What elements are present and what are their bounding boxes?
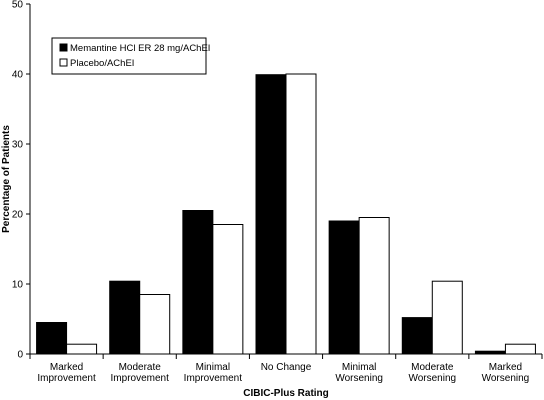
x-tick-label: No Change xyxy=(261,362,312,373)
x-tick-label: Moderate Improvement xyxy=(111,362,170,384)
x-tick-label: Moderate Worsening xyxy=(408,362,456,384)
bar-placebo xyxy=(212,224,244,355)
y-tick-label: 30 xyxy=(12,140,24,151)
bar-memantine xyxy=(36,322,68,355)
x-axis-ticks: Marked Improvement Moderate Improvement Mini… xyxy=(29,354,543,384)
bar-memantine xyxy=(328,220,360,355)
bar-memantine xyxy=(182,210,214,355)
bar-placebo xyxy=(431,280,463,355)
bar-placebo xyxy=(285,73,317,355)
legend-swatch xyxy=(59,43,68,52)
x-tick-label: Minimal Worsening xyxy=(335,362,383,384)
bar-placebo xyxy=(66,343,98,355)
bars xyxy=(36,73,536,355)
bar-placebo xyxy=(139,294,171,355)
legend-swatch xyxy=(59,58,68,67)
y-tick-label: 40 xyxy=(12,70,24,81)
x-tick-label: Marked Improvement xyxy=(37,362,96,384)
y-tick-label: 10 xyxy=(12,280,24,291)
legend: Memantine HCl ER 28 mg/AChEI Placebo/AChE… xyxy=(51,37,210,75)
bar-memantine xyxy=(401,317,433,355)
legend-label: Memantine HCl ER 28 mg/AChEI xyxy=(70,43,210,54)
x-tick-label: Marked Worsening xyxy=(482,362,530,384)
y-axis-title: Percentage of Patients xyxy=(1,125,12,233)
bar-placebo xyxy=(358,217,390,355)
bar-placebo xyxy=(504,343,536,355)
y-tick-label: 50 xyxy=(12,0,24,11)
x-tick-label: Minimal Improvement xyxy=(184,362,243,384)
y-tick-label: 0 xyxy=(17,350,23,361)
x-axis-title: CIBIC-Plus Rating xyxy=(243,388,329,399)
bar-memantine xyxy=(109,280,141,355)
legend-label: Placebo/AChEI xyxy=(70,58,134,69)
bar-memantine xyxy=(255,74,287,355)
legend-box xyxy=(51,37,207,75)
y-axis-ticks: 0 10 20 30 40 50 xyxy=(12,0,30,361)
y-tick-label: 20 xyxy=(12,210,24,221)
